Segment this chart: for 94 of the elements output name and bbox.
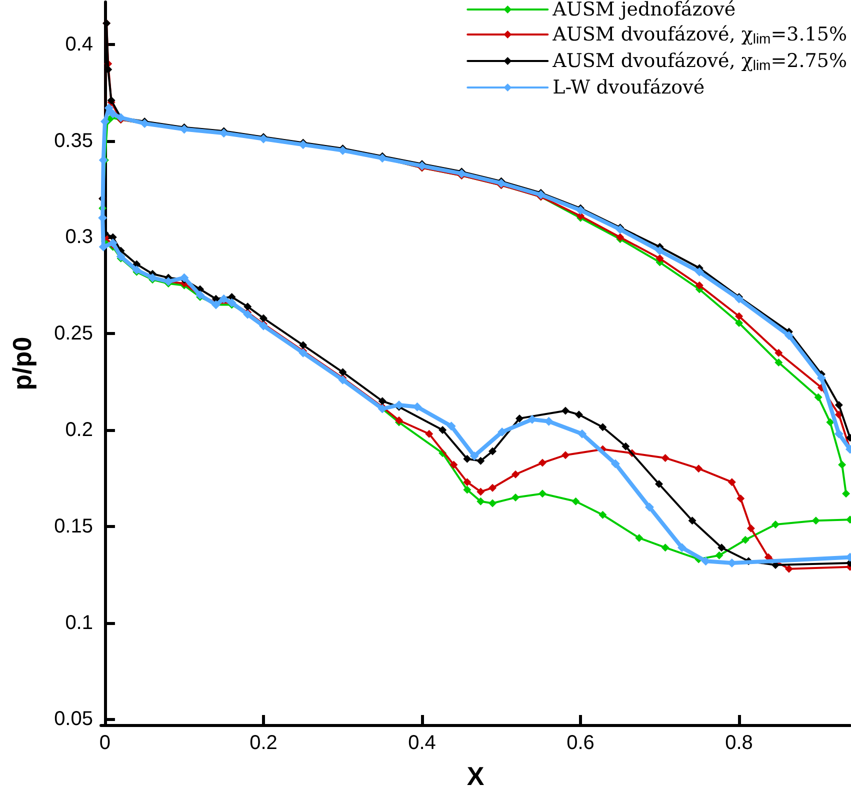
legend-label: L-W dvoufázové <box>552 76 705 98</box>
point <box>536 190 546 200</box>
point <box>515 414 524 422</box>
point <box>774 348 783 357</box>
point <box>446 422 456 431</box>
point <box>561 406 570 415</box>
point <box>661 454 670 462</box>
point <box>244 302 252 311</box>
point <box>654 480 663 488</box>
y-axis-title: p/p0 <box>7 336 37 390</box>
point <box>259 314 268 322</box>
point <box>838 460 846 469</box>
point <box>694 267 704 276</box>
point <box>688 516 696 525</box>
x-tick-label: 0.4 <box>408 732 436 754</box>
point <box>735 312 744 320</box>
x-tick-label: 0.2 <box>250 732 278 754</box>
point <box>635 534 644 542</box>
point <box>538 490 546 498</box>
point <box>538 458 546 467</box>
point <box>774 358 783 367</box>
point <box>488 484 497 492</box>
point <box>438 426 447 434</box>
point <box>425 430 434 438</box>
point <box>470 452 479 461</box>
point <box>616 225 625 234</box>
point <box>418 161 426 170</box>
point <box>572 497 580 506</box>
y-tick-label: 0.4 <box>65 33 93 56</box>
point <box>219 294 228 304</box>
x-tick-label: 0.6 <box>566 732 594 754</box>
point <box>578 429 587 438</box>
x-tick-label: 0.8 <box>725 732 753 754</box>
point <box>574 410 583 419</box>
point <box>498 427 507 436</box>
y-tick-label: 0.15 <box>54 515 93 538</box>
point <box>463 454 472 463</box>
y-tick-label: 0.1 <box>65 612 93 634</box>
point <box>512 493 520 502</box>
point <box>816 373 826 382</box>
point <box>476 456 485 465</box>
point <box>784 331 794 340</box>
point <box>450 460 458 469</box>
point <box>694 464 703 473</box>
y-tick-label: 0.35 <box>54 130 93 152</box>
point <box>108 109 118 118</box>
point <box>561 451 570 460</box>
point <box>834 410 843 419</box>
point <box>598 510 607 519</box>
point <box>728 478 736 486</box>
point <box>338 368 347 376</box>
point <box>718 544 726 552</box>
point <box>488 447 497 456</box>
y-tick-label: 0.05 <box>54 708 93 730</box>
point <box>746 524 755 532</box>
point <box>655 246 664 256</box>
point <box>463 478 472 486</box>
point <box>834 429 844 438</box>
point <box>715 551 724 560</box>
point <box>488 499 497 508</box>
point <box>736 494 745 502</box>
y-tick-label: 0.2 <box>65 419 93 442</box>
legend-label: AUSM jednofázové <box>552 0 736 20</box>
point <box>656 254 664 262</box>
point <box>622 442 630 450</box>
point <box>812 516 820 525</box>
point <box>677 543 686 552</box>
point <box>814 393 822 402</box>
point <box>842 490 850 498</box>
point <box>661 544 670 552</box>
x-tick-label: 0 <box>99 732 111 754</box>
point <box>771 520 780 528</box>
point <box>463 486 472 494</box>
point <box>610 459 620 468</box>
x-axis-title: X <box>466 761 485 791</box>
point <box>299 341 308 350</box>
point <box>644 502 654 512</box>
y-tick-label: 0.25 <box>54 322 93 345</box>
point <box>576 206 586 215</box>
point <box>784 564 793 573</box>
point <box>741 536 750 544</box>
point <box>496 178 506 188</box>
y-tick-label: 0.3 <box>65 226 93 248</box>
point <box>512 470 520 478</box>
point <box>378 397 386 406</box>
point <box>104 65 112 74</box>
point <box>734 294 744 304</box>
point <box>826 418 834 426</box>
point <box>598 423 607 432</box>
point <box>695 281 704 290</box>
point <box>834 400 843 409</box>
point <box>735 319 744 328</box>
point <box>476 488 485 496</box>
point <box>476 497 485 506</box>
